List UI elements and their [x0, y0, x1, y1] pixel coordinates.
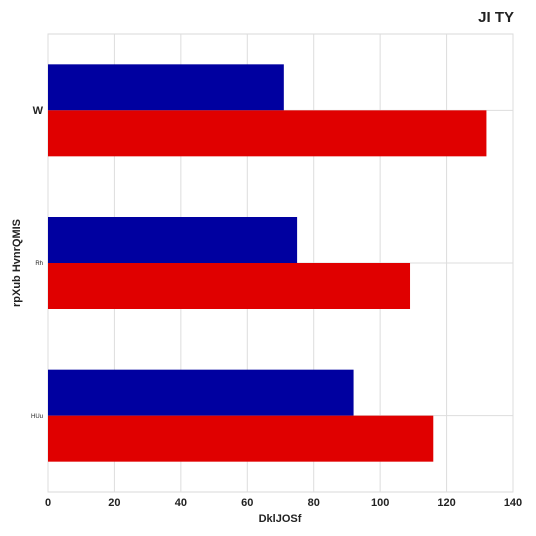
x-tick-label: 140 — [504, 497, 522, 509]
bar-w-series-2 — [48, 110, 487, 157]
y-axis-label: rpXub HvnrQMIS — [11, 219, 23, 307]
y-tick-label: W — [33, 105, 44, 117]
bar-huu-series-1 — [48, 369, 354, 416]
y-tick-label: Rh — [35, 261, 43, 267]
chart-title: JI TY — [478, 9, 514, 26]
x-tick-label: 80 — [308, 497, 320, 509]
x-tick-label: 120 — [437, 497, 455, 509]
bar-rh-series-2 — [48, 263, 411, 309]
bar-w-series-1 — [48, 64, 284, 111]
x-tick-label: 40 — [175, 497, 187, 509]
x-tick-label: 100 — [371, 497, 389, 509]
y-axis-ticks: W Rh HUu — [31, 105, 44, 420]
x-axis-ticks: 0 20 40 60 80 100 120 140 — [45, 497, 522, 509]
x-tick-label: 60 — [241, 497, 253, 509]
bar-huu-series-2 — [48, 415, 434, 462]
x-tick-label: 0 — [45, 497, 51, 509]
y-tick-label: HUu — [31, 414, 43, 420]
bar-rh-series-1 — [48, 217, 298, 263]
x-tick-label: 20 — [108, 497, 120, 509]
bars — [48, 64, 487, 462]
x-axis-label: DklJOSf — [259, 513, 302, 525]
